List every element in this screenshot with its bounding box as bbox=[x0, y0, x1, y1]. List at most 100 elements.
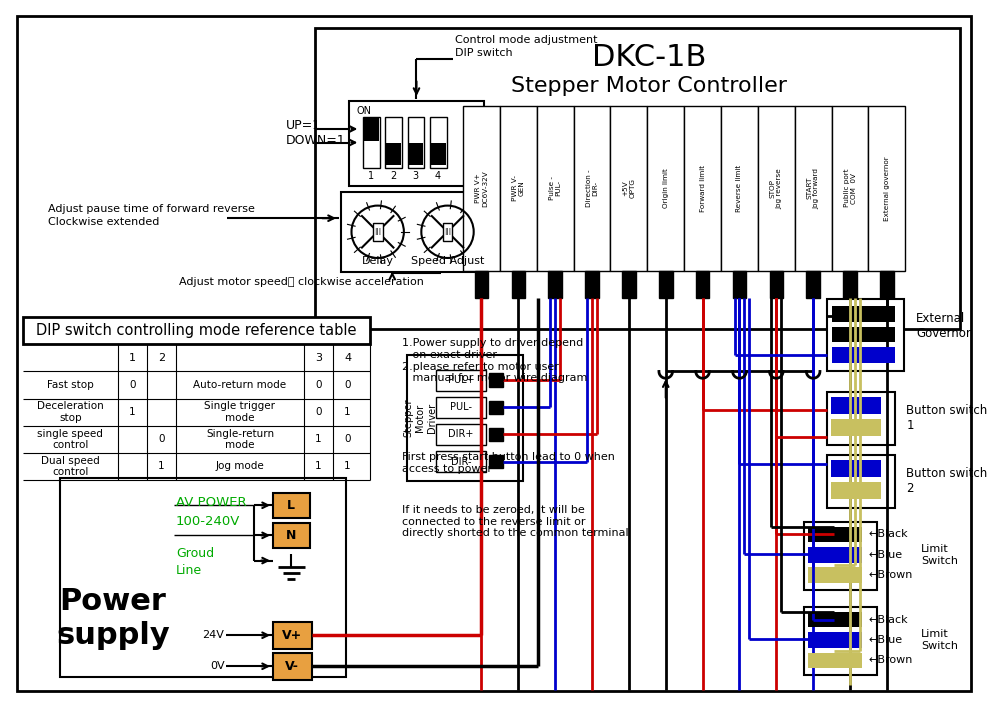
Bar bbox=[463, 106, 500, 271]
Text: Delay: Delay bbox=[362, 256, 394, 266]
Bar bbox=[475, 271, 488, 298]
Bar bbox=[548, 271, 562, 298]
Bar bbox=[808, 653, 862, 668]
Bar bbox=[341, 192, 484, 271]
Bar bbox=[622, 271, 636, 298]
Bar bbox=[880, 271, 894, 298]
Text: |||: ||| bbox=[444, 228, 451, 235]
Text: PWR V-
GEN: PWR V- GEN bbox=[512, 175, 525, 201]
Bar bbox=[349, 101, 484, 186]
Text: UP=1: UP=1 bbox=[286, 119, 321, 132]
Text: |||: ||| bbox=[374, 228, 381, 235]
Text: Limit
Switch: Limit Switch bbox=[921, 544, 958, 566]
Text: 3: 3 bbox=[412, 170, 419, 180]
Text: 2: 2 bbox=[390, 170, 396, 180]
Bar bbox=[758, 106, 795, 271]
Text: If it needs to be zeroed, it will be
connected to the reverse limit or
directly : If it needs to be zeroed, it will be con… bbox=[402, 506, 629, 539]
Bar bbox=[831, 397, 881, 414]
Text: Dual speed
control: Dual speed control bbox=[41, 456, 100, 477]
Bar bbox=[827, 298, 904, 371]
Text: 4: 4 bbox=[344, 353, 351, 363]
Bar bbox=[385, 117, 402, 168]
Bar bbox=[831, 460, 881, 477]
Bar bbox=[808, 547, 862, 563]
Text: DOWN=1: DOWN=1 bbox=[286, 134, 345, 147]
Bar bbox=[574, 106, 610, 271]
Bar bbox=[721, 106, 758, 271]
Text: Button switch
1: Button switch 1 bbox=[906, 404, 988, 432]
Bar bbox=[364, 118, 379, 141]
Bar bbox=[831, 419, 881, 436]
Text: V-: V- bbox=[285, 660, 299, 673]
Text: Groud: Groud bbox=[176, 547, 214, 560]
Bar bbox=[436, 370, 486, 391]
Text: 24V: 24V bbox=[203, 630, 224, 641]
Text: DIR+: DIR+ bbox=[448, 429, 474, 440]
Text: External governor: External governor bbox=[884, 156, 890, 221]
Bar bbox=[315, 28, 960, 329]
Text: single speed
control: single speed control bbox=[37, 428, 103, 450]
Bar bbox=[436, 451, 486, 472]
Text: Auto-return mode: Auto-return mode bbox=[193, 380, 287, 390]
Bar bbox=[443, 223, 452, 240]
Text: Deceleration
stop: Deceleration stop bbox=[37, 402, 104, 423]
Bar bbox=[610, 106, 647, 271]
Text: Origin limit: Origin limit bbox=[663, 168, 669, 208]
Bar bbox=[804, 522, 877, 590]
Text: ←Blue: ←Blue bbox=[868, 635, 903, 645]
Text: 1: 1 bbox=[344, 407, 351, 417]
Text: 0V: 0V bbox=[210, 661, 224, 671]
Bar bbox=[585, 271, 599, 298]
Bar bbox=[273, 493, 310, 518]
Text: DKC-1B: DKC-1B bbox=[592, 42, 706, 71]
Text: PUL+: PUL+ bbox=[448, 375, 474, 385]
Bar bbox=[804, 607, 877, 675]
Bar bbox=[273, 621, 312, 649]
Bar bbox=[273, 522, 310, 548]
Text: PWR V+
DC6V-32V: PWR V+ DC6V-32V bbox=[475, 170, 488, 206]
Text: 1: 1 bbox=[129, 353, 136, 363]
Bar bbox=[512, 271, 525, 298]
Bar bbox=[489, 373, 503, 387]
Text: Stepper Motor Controller: Stepper Motor Controller bbox=[511, 76, 787, 96]
Bar bbox=[60, 478, 346, 677]
Text: 1: 1 bbox=[315, 434, 322, 444]
Bar bbox=[409, 143, 423, 165]
Text: ON: ON bbox=[356, 105, 371, 115]
Bar bbox=[647, 106, 684, 271]
Text: 3: 3 bbox=[315, 353, 322, 363]
Text: V+: V+ bbox=[282, 629, 302, 642]
Text: PUL-: PUL- bbox=[450, 402, 472, 412]
Bar bbox=[489, 428, 503, 441]
Text: STOP
Jog reverse: STOP Jog reverse bbox=[770, 168, 783, 209]
Text: Direction -
DIR-: Direction - DIR- bbox=[586, 169, 599, 207]
Bar bbox=[408, 117, 424, 168]
Bar bbox=[832, 306, 895, 322]
Text: Pulse -
PUL-: Pulse - PUL- bbox=[549, 176, 562, 200]
Text: Power
supply: Power supply bbox=[56, 588, 170, 650]
Bar bbox=[696, 271, 709, 298]
Bar bbox=[733, 271, 746, 298]
Text: 1.Power supply to driver depend
   on exact driver
2.please refer to motor user
: 1.Power supply to driver depend on exact… bbox=[402, 339, 587, 383]
Text: 0: 0 bbox=[315, 407, 322, 417]
Text: AV POWER: AV POWER bbox=[176, 496, 247, 509]
Text: START
Jog forward: START Jog forward bbox=[807, 168, 820, 209]
Bar bbox=[273, 653, 312, 680]
Text: 4: 4 bbox=[435, 170, 441, 180]
Bar bbox=[500, 106, 537, 271]
Bar bbox=[808, 612, 862, 628]
Text: DIR-: DIR- bbox=[451, 457, 471, 467]
Bar bbox=[684, 106, 721, 271]
Bar bbox=[431, 143, 446, 165]
Bar bbox=[868, 106, 905, 271]
Bar bbox=[795, 106, 832, 271]
Text: Single-return
mode: Single-return mode bbox=[206, 428, 274, 450]
Bar bbox=[373, 223, 383, 240]
Text: Line: Line bbox=[176, 563, 202, 577]
Text: 0: 0 bbox=[344, 380, 351, 390]
Bar bbox=[430, 117, 447, 168]
Text: Speed Adjust: Speed Adjust bbox=[411, 256, 484, 266]
Bar bbox=[436, 423, 486, 445]
Text: First press start button lead to 0 when
access to power: First press start button lead to 0 when … bbox=[402, 452, 615, 474]
Bar bbox=[489, 455, 503, 469]
